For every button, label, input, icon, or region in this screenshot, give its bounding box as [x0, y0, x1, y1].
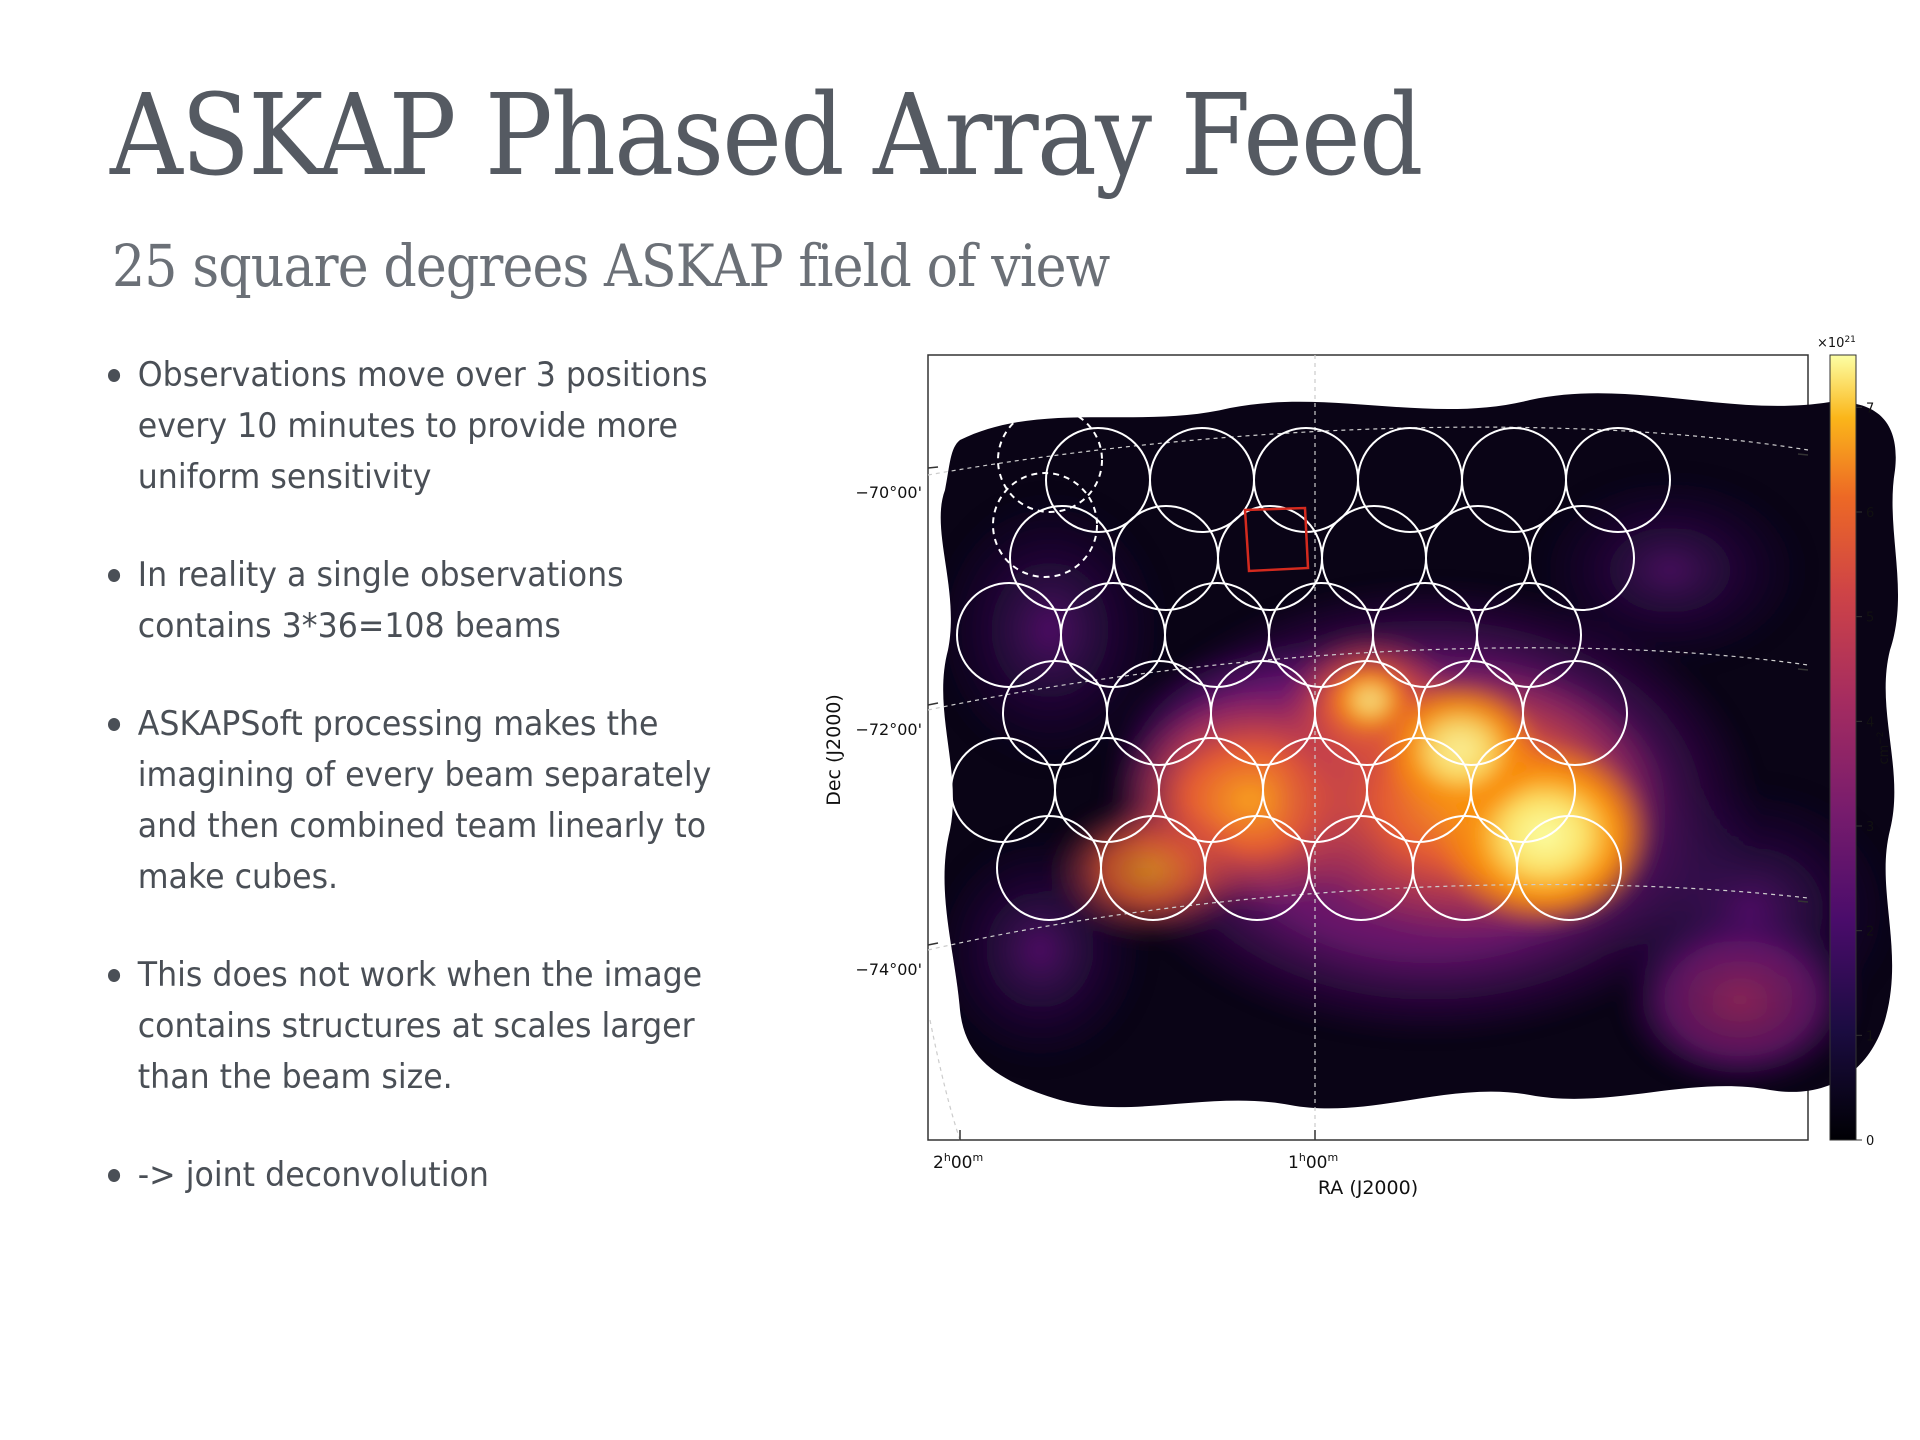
colorbar-tick-label: 1	[1866, 1029, 1874, 1044]
y-axis-label: Dec (J2000)	[823, 694, 845, 806]
slide-title: ASKAP Phased Array Feed	[110, 71, 1423, 201]
colorbar: 0 1 2 3 4 5 6 7 ×1021 cm−2	[1817, 335, 1892, 1149]
colorbar-exponent: ×1021	[1817, 335, 1856, 351]
bullet-item: ASKAPSoft processing makes the imagining…	[108, 699, 740, 903]
bullet-item: In reality a single observations contain…	[108, 550, 740, 652]
ra-tick-label: 2h00m	[933, 1151, 983, 1173]
bullet-text: -> joint deconvolution	[137, 1155, 489, 1195]
axis-ticks	[927, 453, 1809, 1140]
ra-tick-label: 1h00m	[1288, 1151, 1338, 1173]
dec-tick-label: −74°00'	[855, 960, 922, 979]
bullet-text: In reality a single observations contain…	[137, 555, 624, 646]
beam-footprint	[950, 427, 1671, 921]
slide-subtitle: 25 square degrees ASKAP field of view	[112, 232, 1110, 300]
beam-circle	[1529, 505, 1635, 611]
column-density-map	[940, 393, 1899, 1109]
colorbar-tick-label: 2	[1866, 925, 1874, 940]
colorbar-tick-label: 0	[1866, 1134, 1874, 1149]
dashed-beam	[997, 407, 1103, 513]
bullet-dot-icon	[108, 1169, 121, 1182]
bullet-text: ASKAPSoft processing makes the imagining…	[137, 704, 712, 897]
bullet-dot-icon	[108, 969, 121, 982]
bullet-dot-icon	[108, 569, 121, 582]
beam-circle	[1516, 815, 1622, 921]
dec-tick-label: −72°00'	[855, 720, 922, 739]
footprint-plot: −70°00' −72°00' −74°00' 2h00m 1h00m RA (…	[823, 335, 1899, 1199]
highlight-box	[1243, 506, 1310, 573]
bullet-text: Observations move over 3 positions every…	[137, 355, 708, 497]
colorbar-gradient	[1829, 354, 1857, 1141]
bullet-dot-icon	[108, 369, 121, 382]
colorbar-ticks: 0 1 2 3 4 5 6 7	[1856, 401, 1874, 1149]
dashed-beam	[992, 472, 1098, 578]
x-axis-label: RA (J2000)	[1318, 1177, 1418, 1199]
beam-circle	[1522, 660, 1628, 766]
bullet-list: Observations move over 3 positions every…	[108, 350, 788, 1248]
bullet-item: This does not work when the image contai…	[108, 950, 740, 1103]
bullet-dot-icon	[108, 718, 121, 731]
colorbar-unit-label: cm−2	[1876, 731, 1892, 764]
colorbar-tick-label: 4	[1866, 715, 1874, 730]
colorbar-tick-label: 5	[1866, 611, 1874, 626]
colorbar-tick-label: 7	[1866, 401, 1874, 416]
coordinate-grid	[927, 355, 1809, 1141]
bullet-text: This does not work when the image contai…	[137, 955, 703, 1097]
bullet-item: -> joint deconvolution	[108, 1150, 740, 1201]
bullet-item: Observations move over 3 positions every…	[108, 350, 740, 503]
dashed-beams	[992, 407, 1103, 578]
colorbar-tick-label: 3	[1866, 820, 1874, 835]
dec-tick-label: −70°00'	[855, 483, 922, 502]
askap-footprint-figure: −70°00' −72°00' −74°00' 2h00m 1h00m RA (…	[810, 330, 1910, 1210]
beam-circle	[1565, 427, 1671, 533]
colorbar-tick-label: 6	[1866, 506, 1874, 521]
